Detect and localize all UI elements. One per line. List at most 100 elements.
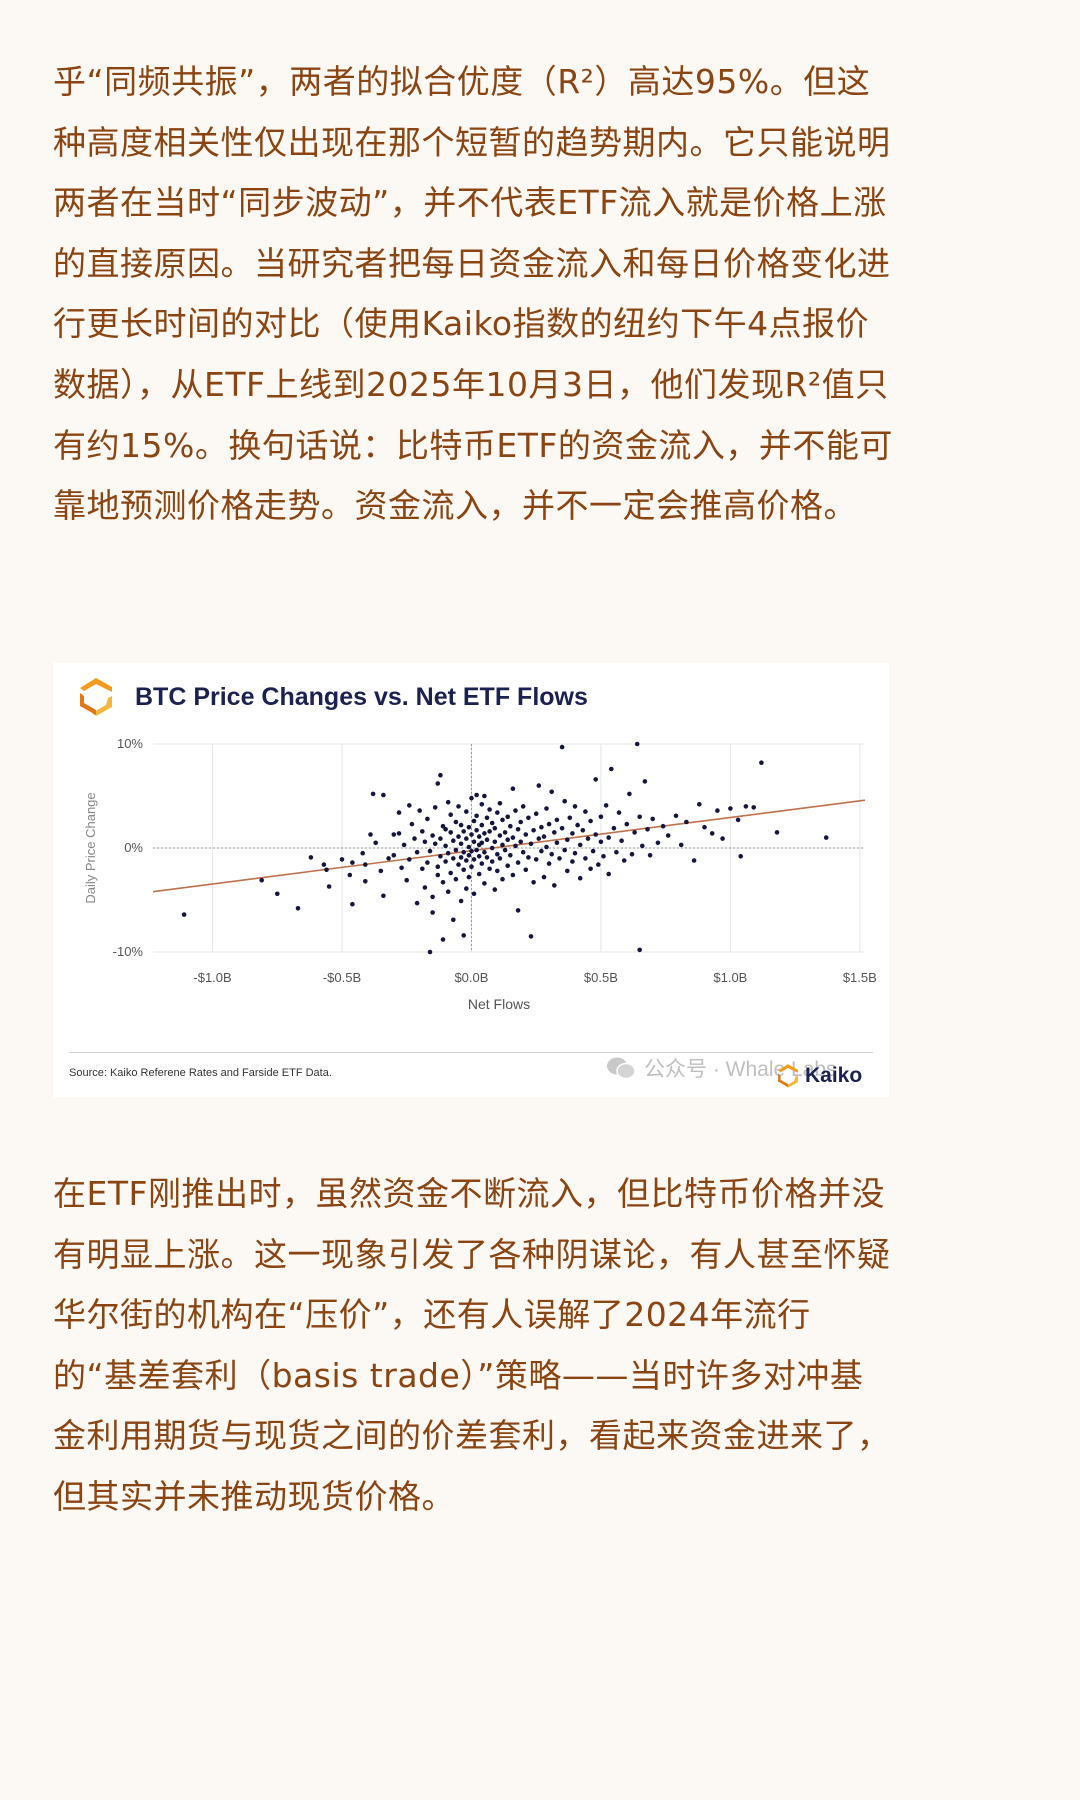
data-point [513, 843, 518, 849]
data-point [523, 832, 529, 837]
data-point [588, 866, 593, 872]
data-point [497, 856, 503, 861]
data-point [458, 841, 464, 847]
data-point [637, 947, 642, 953]
data-point [593, 832, 598, 837]
data-point [435, 781, 441, 786]
data-point [492, 839, 498, 845]
data-point [539, 824, 544, 830]
data-point [500, 817, 505, 823]
data-point [484, 855, 490, 860]
data-point [427, 949, 433, 955]
data-point [492, 887, 498, 892]
data-point [443, 827, 448, 832]
chart-title: BTC Price Changes vs. Net ETF Flows [135, 682, 588, 711]
data-point [536, 783, 542, 788]
x-tick-label: $1.0B [713, 970, 747, 985]
data-point [368, 832, 373, 837]
data-point [533, 811, 539, 816]
x-tick-label: $0.0B [454, 970, 488, 985]
data-point [570, 831, 575, 836]
data-point [445, 889, 451, 894]
data-point [425, 816, 430, 822]
data-point [715, 808, 720, 813]
data-point [678, 842, 684, 848]
data-point [451, 917, 456, 923]
data-point [350, 901, 355, 907]
data-point [381, 792, 386, 798]
data-point [412, 836, 417, 841]
data-point [373, 840, 379, 846]
data-point [546, 861, 552, 866]
data-point [479, 840, 485, 846]
data-point [471, 839, 477, 845]
data-point [181, 912, 187, 917]
data-point [520, 849, 526, 855]
data-point [461, 829, 467, 834]
data-point [469, 848, 474, 854]
data-point [650, 816, 655, 822]
data-point [464, 886, 469, 891]
data-point [743, 804, 749, 809]
data-point [528, 841, 534, 847]
data-point [407, 857, 412, 862]
kaiko-logo-icon [80, 678, 112, 716]
data-point [702, 824, 707, 830]
data-point [482, 793, 487, 799]
data-point [528, 934, 534, 939]
y-tick-label: -10% [113, 944, 144, 959]
data-point [562, 798, 567, 804]
data-point [759, 760, 764, 765]
data-point [461, 867, 467, 873]
data-point [461, 933, 467, 938]
data-point [391, 832, 397, 837]
data-point [458, 822, 464, 828]
data-point [629, 851, 635, 857]
data-point [823, 835, 829, 840]
data-point [624, 821, 630, 827]
footer-divider [69, 1052, 873, 1053]
data-point [479, 802, 485, 807]
data-point [430, 910, 435, 915]
data-point [464, 858, 469, 863]
data-point [378, 868, 384, 874]
data-point [474, 847, 479, 853]
data-point [541, 834, 547, 839]
watermark-text: 公众号 · Whale Labs [644, 1058, 837, 1081]
data-point [476, 834, 482, 839]
data-point [505, 837, 511, 842]
data-point [505, 863, 511, 868]
data-point [466, 874, 472, 880]
data-point [510, 835, 516, 840]
data-point [474, 792, 479, 798]
data-point [440, 937, 446, 942]
data-point [492, 825, 498, 831]
data-point [510, 872, 516, 878]
data-point [619, 838, 624, 843]
data-point [445, 799, 451, 805]
data-point [549, 851, 554, 857]
data-point [559, 744, 565, 750]
x-tick-label: -$0.5B [323, 970, 361, 985]
data-point [577, 842, 583, 848]
data-point [520, 804, 526, 809]
data-point [471, 857, 477, 862]
data-point [456, 862, 461, 867]
data-point [565, 868, 570, 874]
data-point [363, 879, 368, 884]
data-point [482, 831, 487, 836]
data-point [487, 866, 492, 872]
data-point [432, 805, 438, 810]
data-point [642, 779, 648, 784]
chart-card: 10% 0% -10% -$1.0B -$0.5B $0.0B $0.5B $1.0B $1.5… [53, 663, 889, 1097]
x-tick-label: -$1.0B [193, 970, 231, 985]
data-point [515, 908, 521, 913]
data-point [601, 854, 606, 859]
data-point [476, 854, 482, 859]
y-tick-label: 0% [124, 840, 143, 855]
data-point [435, 864, 441, 869]
data-point [637, 814, 642, 820]
data-point [640, 843, 645, 849]
data-point [565, 837, 570, 842]
data-point [430, 894, 435, 900]
